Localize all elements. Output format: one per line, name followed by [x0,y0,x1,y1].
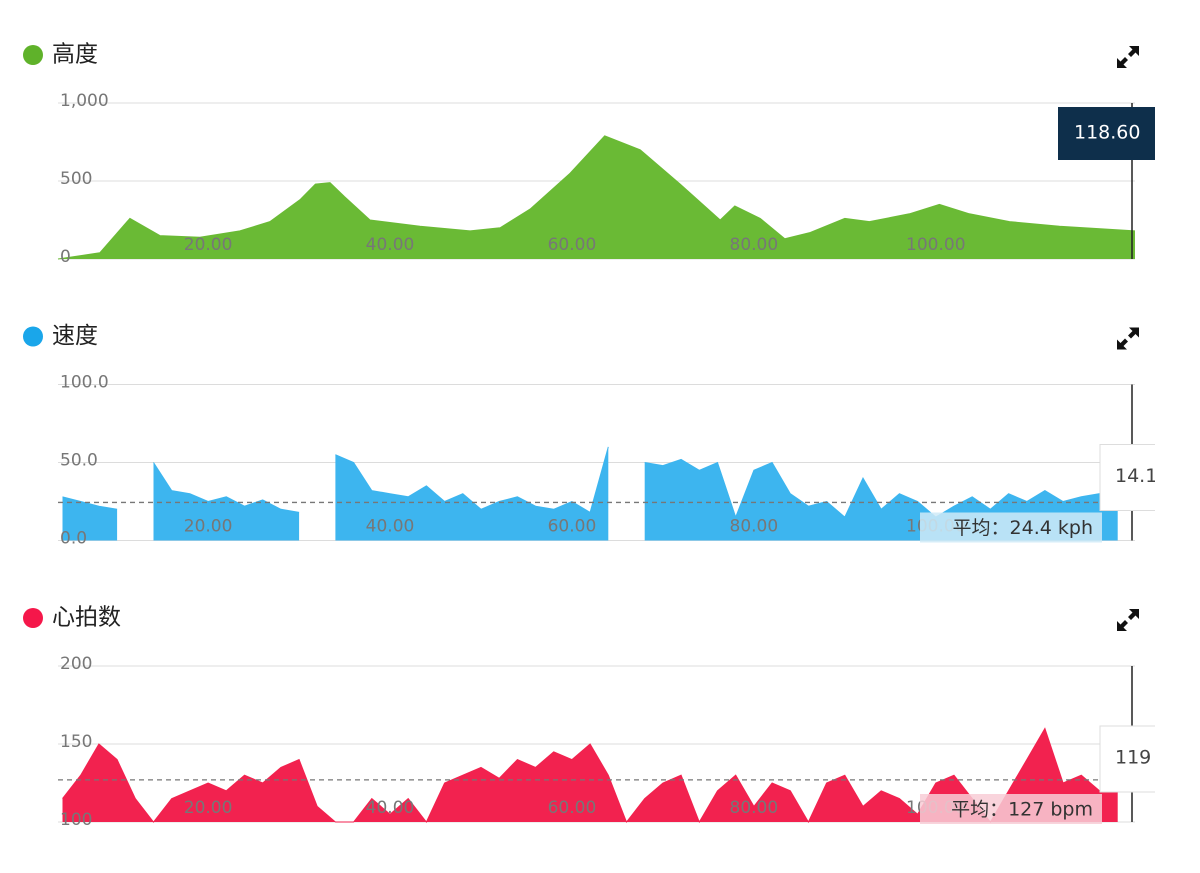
x-tick-label: 60.00 [548,235,597,255]
x-tick-label: 60.00 [548,798,597,818]
chart-title: 高度 [52,42,98,68]
expand-icon [1117,327,1139,350]
x-tick-label: 100.00 [906,235,965,255]
expand-button[interactable] [1117,46,1139,68]
x-tick-label: 80.00 [730,517,779,537]
y-tick-label: 0 [60,247,71,267]
x-tick-label: 80.00 [730,235,779,255]
area-fill [62,728,1118,822]
average-label-bg [920,512,1102,543]
y-tick-label: 1,000 [60,91,109,111]
x-tick-label: 80.00 [730,798,779,818]
chart-title: 速度 [52,323,98,349]
average-label: 平均：24.4 kph [953,517,1093,539]
tooltip: 119 [1099,725,1155,793]
expand-icon [1117,46,1139,68]
tooltip-value: 119 [1115,747,1151,769]
chart-title: 心拍数 [52,605,121,631]
tooltip: 118.60 [1058,107,1155,160]
chart-panel: 心拍数10015020020.0040.0060.0080.00100.00平均… [23,605,1155,830]
chart-panel: 高度 0 500 1,000 20.00 40.00 60.00 80.00 100.00 118… [23,42,1155,267]
chart-panel: 速度0.050.0100.020.0040.0060.0080.00100.00… [23,323,1157,549]
tooltip-box [1099,725,1155,793]
expand-button[interactable] [1117,327,1139,350]
x-tick-label: 20.00 [184,798,233,818]
legend-dot [23,326,43,347]
x-tick-label: 40.00 [366,235,415,255]
average-label-bg [920,794,1102,824]
y-tick-label: 100 [60,810,92,830]
tooltip: 14.1 [1099,444,1157,511]
area-fill [58,135,1135,259]
tooltip-box [1058,107,1155,160]
x-tick-label: 60.00 [548,517,597,537]
y-tick-label: 0.0 [60,529,87,549]
legend-dot [23,45,43,65]
tooltip-value: 118.60 [1074,122,1140,144]
x-tick-label: 20.00 [184,235,233,255]
tooltip-box [1099,444,1155,511]
area-line [62,446,1118,519]
y-tick-label: 100.0 [60,373,109,393]
expand-icon [1117,609,1139,631]
area-line [57,135,1136,260]
x-tick-label: 20.00 [184,517,233,537]
area-fill [62,446,1118,541]
average-label: 平均：127 bpm [951,799,1093,821]
expand-button[interactable] [1117,609,1139,631]
legend-dot [23,608,43,628]
y-tick-label: 150 [60,732,92,752]
y-tick-label: 500 [60,169,92,189]
y-tick-label: 50.0 [60,451,98,471]
tooltip-value: 14.1 [1115,465,1157,487]
y-tick-label: 200 [60,654,92,674]
x-tick-label: 40.00 [366,798,415,818]
x-tick-label: 40.00 [366,517,415,537]
